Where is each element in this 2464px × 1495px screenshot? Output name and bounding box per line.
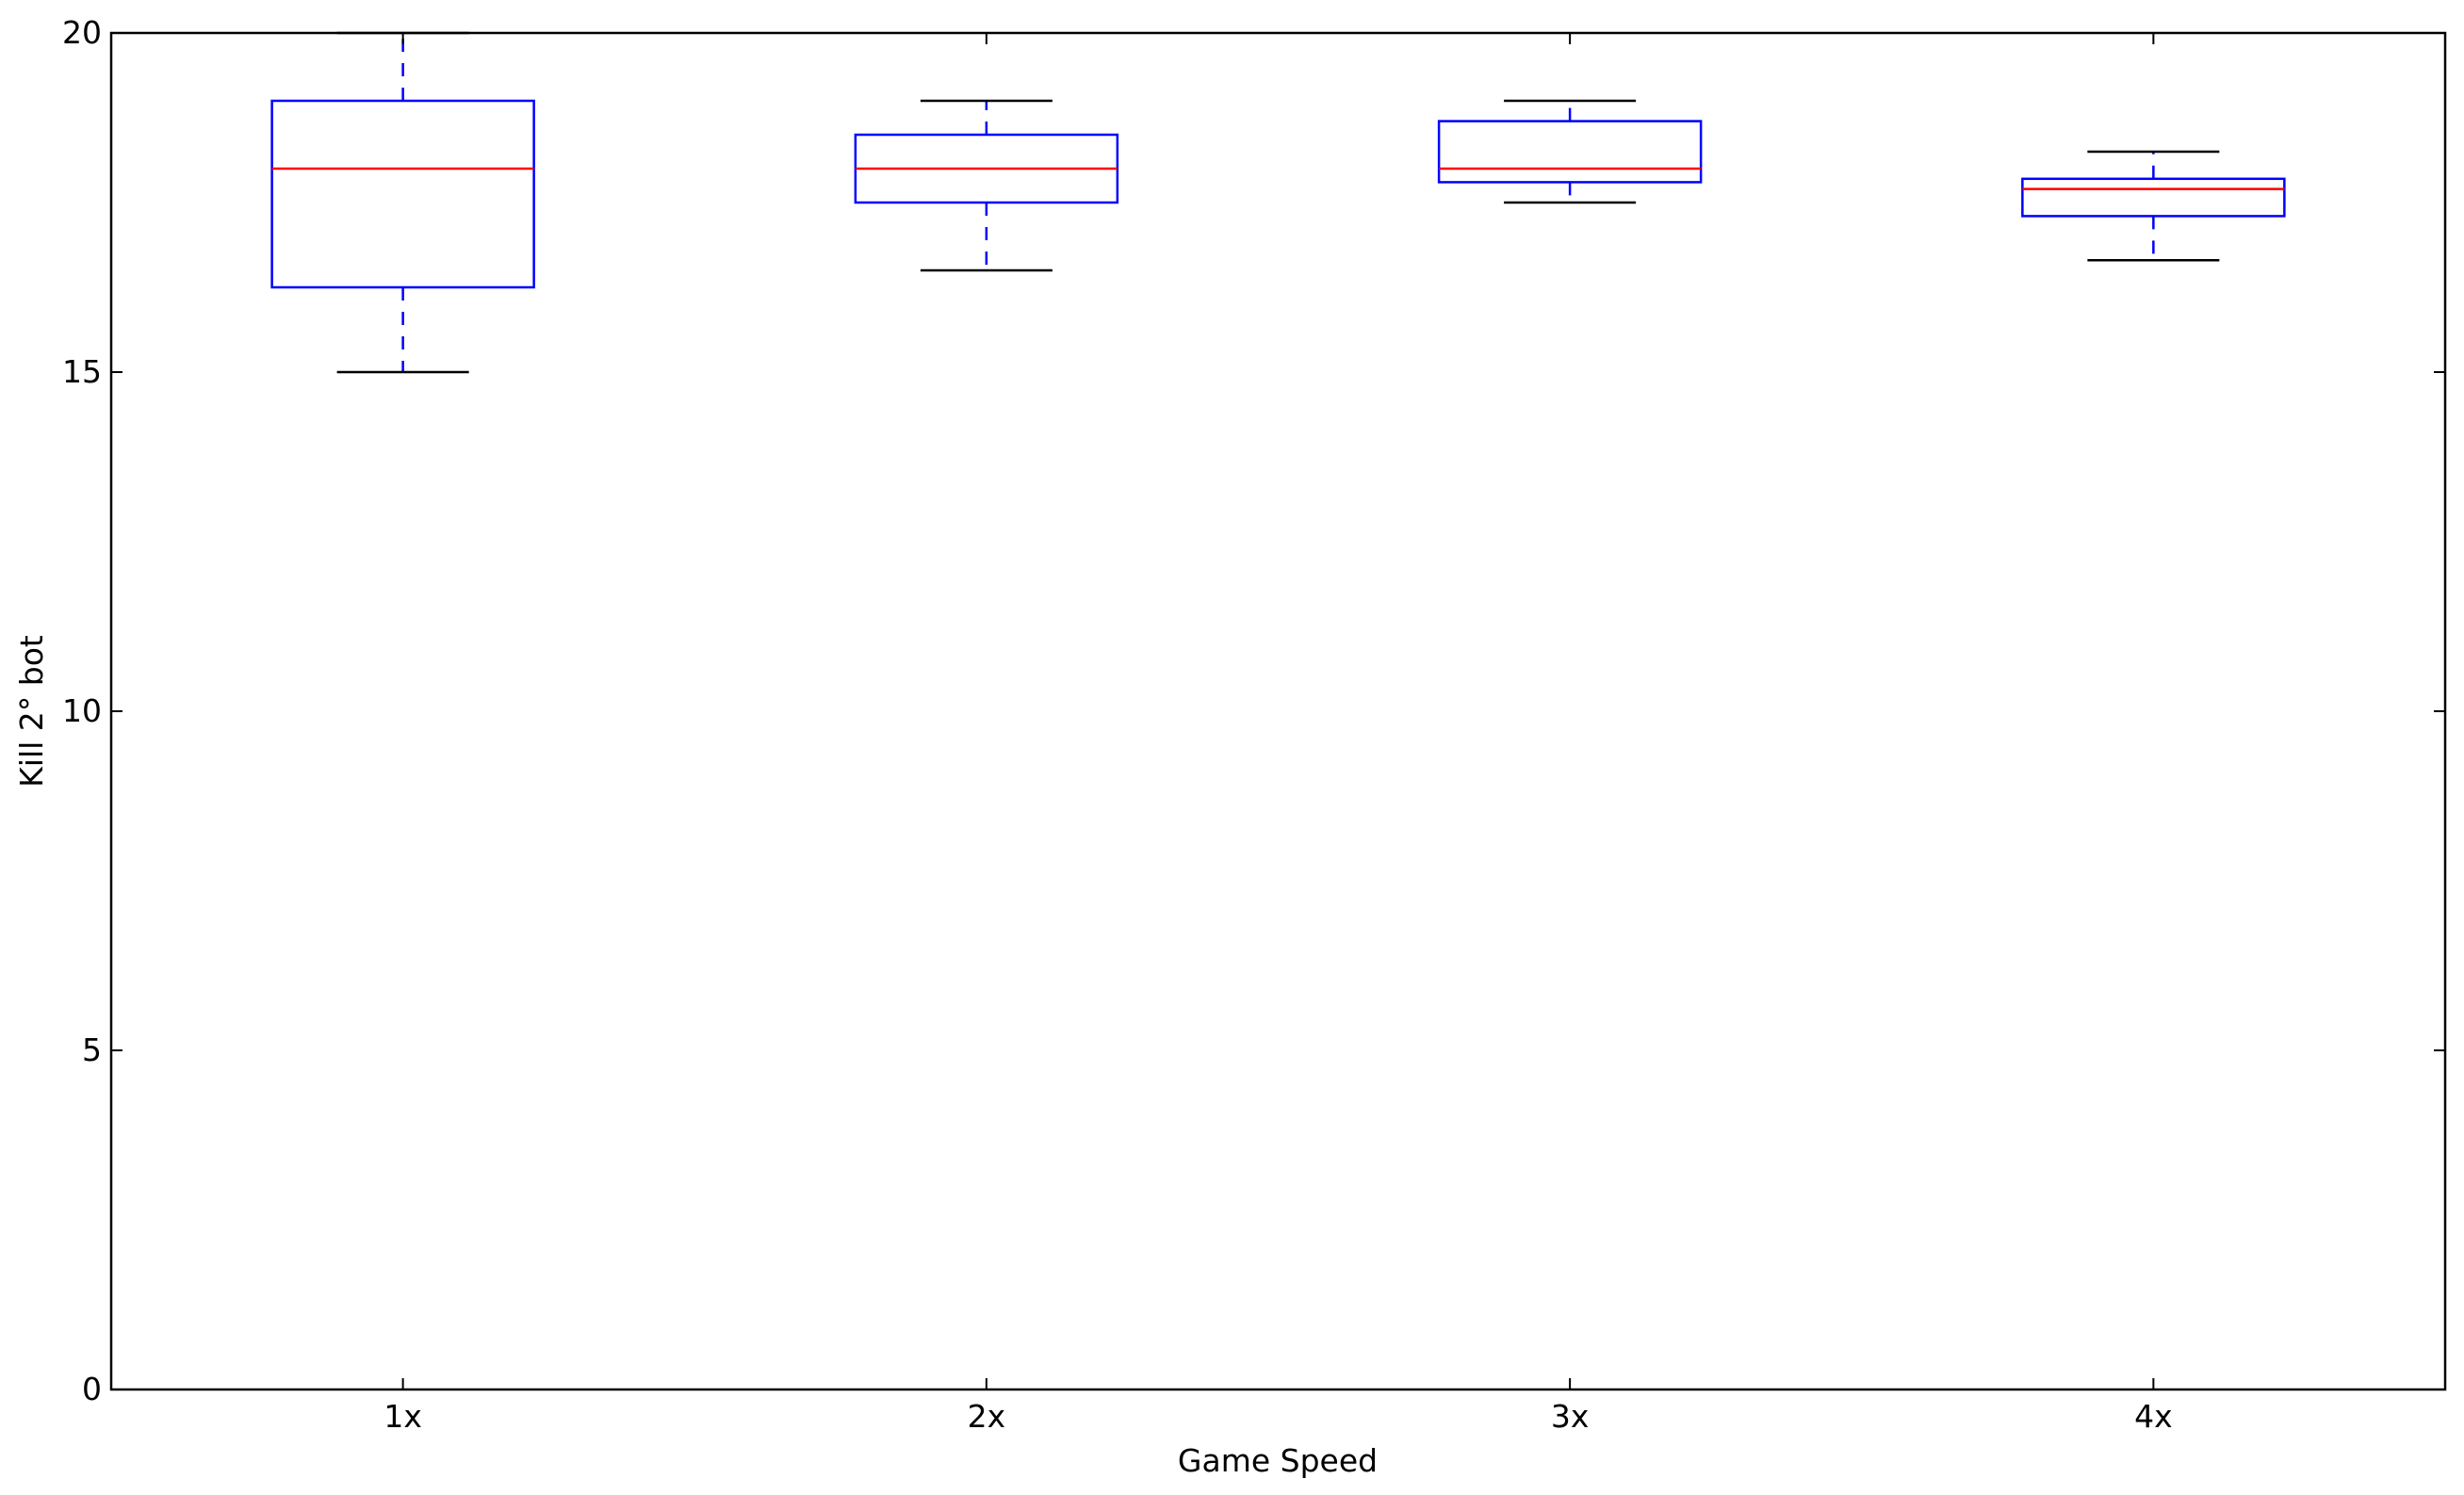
- y-tick-label: 10: [62, 692, 102, 729]
- y-tick-label: 15: [62, 353, 102, 390]
- plot-area: [109, 31, 2447, 1391]
- x-axis-label: Game Speed: [1178, 1442, 1378, 1479]
- box-marks: [270, 31, 2286, 374]
- x-tick-label: 4x: [2134, 1398, 2173, 1435]
- y-tick-label: 0: [82, 1371, 102, 1407]
- y-tick-label: 5: [82, 1032, 102, 1068]
- x-tick-label: 2x: [968, 1398, 1006, 1435]
- iqr-box: [2021, 177, 2286, 218]
- x-tick-label: 1x: [383, 1398, 422, 1435]
- x-tick-label: 3x: [1551, 1398, 1590, 1435]
- iqr-box: [1437, 120, 1703, 184]
- y-axis: 0 5 10 15 20: [62, 14, 2445, 1407]
- box-4x: [2021, 150, 2286, 262]
- box-2x: [854, 99, 1119, 272]
- box-3x: [1437, 99, 1703, 204]
- y-axis-label: Kill 2° bot: [13, 635, 50, 788]
- iqr-box: [270, 99, 535, 289]
- box-1x: [270, 31, 535, 374]
- x-axis: 1x 2x 3x 4x: [383, 33, 2173, 1435]
- y-tick-label: 20: [62, 14, 102, 51]
